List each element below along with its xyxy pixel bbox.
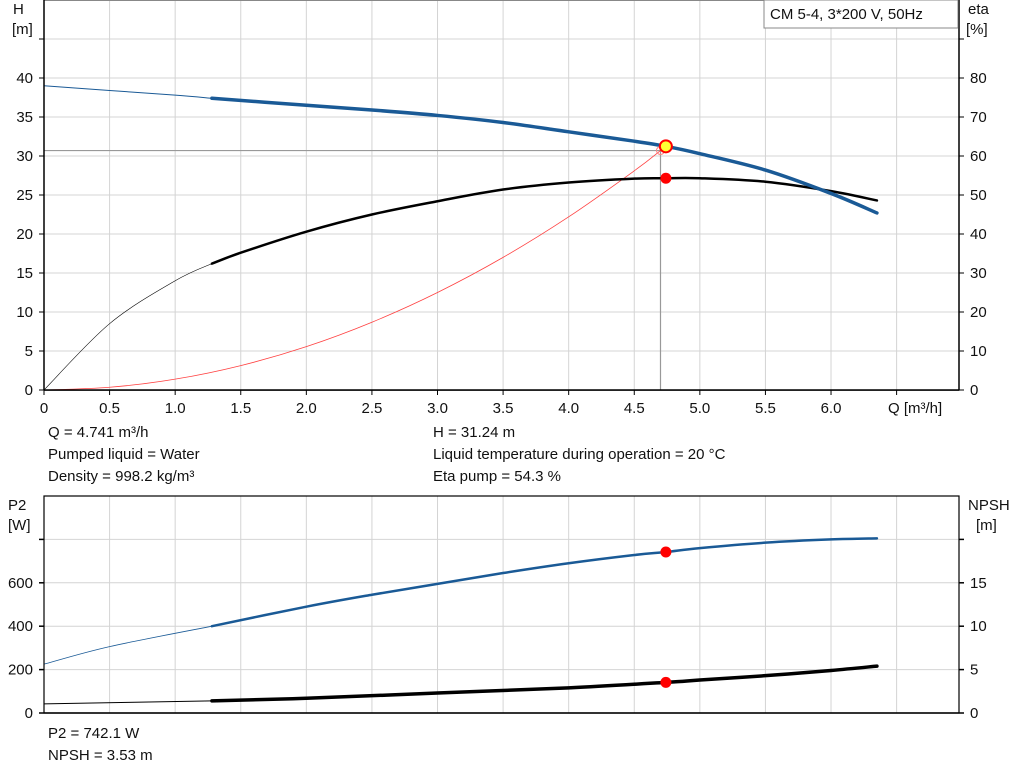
info-eta: Eta pump = 54.3 % bbox=[433, 468, 561, 485]
curves bbox=[43, 85, 879, 705]
info-flow: Q = 4.741 m³/h bbox=[48, 424, 149, 441]
eta-tick-label: 70 bbox=[970, 109, 987, 126]
h-tick-label: 30 bbox=[16, 148, 33, 165]
eta-tick-label: 20 bbox=[970, 304, 987, 321]
h-tick-label: 40 bbox=[16, 70, 33, 87]
eta-axis-title: eta bbox=[968, 1, 990, 18]
p2-tick-label: 400 bbox=[8, 618, 33, 635]
npsh-tick-label: 15 bbox=[970, 575, 987, 592]
bottom-plot-frame bbox=[43, 495, 960, 714]
pump-model-label: CM 5-4, 3*200 V, 50Hz bbox=[770, 6, 923, 23]
npsh-curve bbox=[210, 664, 879, 703]
eta-tick-label: 10 bbox=[970, 343, 987, 360]
eta-tick-label: 50 bbox=[970, 187, 987, 204]
h-tick-label: 25 bbox=[16, 187, 33, 204]
h-tick-label: 35 bbox=[16, 109, 33, 126]
npsh-axis-title: NPSH bbox=[968, 497, 1010, 514]
eta-tick-label: 30 bbox=[970, 265, 987, 282]
x-tick-label: 4.5 bbox=[624, 400, 645, 417]
info-density: Density = 998.2 kg/m³ bbox=[48, 468, 195, 485]
eta-tick-label: 40 bbox=[970, 226, 987, 243]
p2-operating-point bbox=[660, 546, 672, 558]
h-curve bbox=[210, 96, 879, 215]
axes: 0 0.5 1.0 1.5 2.0 2.5 3.0 3.5 4.0 4.5 5.0 5.5 6.0 0 5 1… bbox=[8, 0, 987, 722]
h-tick-label: 10 bbox=[16, 304, 33, 321]
info-p2: P2 = 742.1 W bbox=[48, 725, 140, 742]
p2-curve-extended bbox=[43, 625, 212, 665]
eta-tick-label: 60 bbox=[970, 148, 987, 165]
pump-model-legend: CM 5-4, 3*200 V, 50Hz bbox=[763, 0, 959, 29]
bottom-chart-grid bbox=[44, 496, 959, 713]
h-tick-label: 20 bbox=[16, 226, 33, 243]
system-curve bbox=[43, 150, 661, 391]
x-tick-label: 1.5 bbox=[230, 400, 251, 417]
h-tick-label: 15 bbox=[16, 265, 33, 282]
eta-operating-point bbox=[660, 172, 672, 184]
info-npsh: NPSH = 3.53 m bbox=[48, 747, 153, 764]
npsh-tick-label: 5 bbox=[970, 662, 978, 679]
x-tick-label: 3.5 bbox=[493, 400, 514, 417]
x-tick-label: 0 bbox=[40, 400, 48, 417]
x-tick-label: 1.0 bbox=[165, 400, 186, 417]
x-tick-label: 3.0 bbox=[427, 400, 448, 417]
p2-axis-title: P2 bbox=[8, 497, 26, 514]
npsh-curve-extended bbox=[43, 700, 212, 705]
x-tick-label: 2.5 bbox=[361, 400, 382, 417]
npsh-tick-label: 10 bbox=[970, 618, 987, 635]
eta-tick-label: 80 bbox=[970, 70, 987, 87]
npsh-axis-unit: [m] bbox=[976, 517, 997, 534]
h-tick-label: 0 bbox=[25, 382, 33, 399]
h-operating-point bbox=[658, 139, 673, 154]
p2-tick-label: 200 bbox=[8, 662, 33, 679]
x-tick-label: 2.0 bbox=[296, 400, 317, 417]
x-tick-label: 0.5 bbox=[99, 400, 120, 417]
p2-curve bbox=[210, 537, 879, 628]
info-temperature: Liquid temperature during operation = 20… bbox=[433, 446, 726, 463]
x-tick-label: 4.0 bbox=[558, 400, 579, 417]
p2-tick-label: 0 bbox=[25, 705, 33, 722]
npsh-tick-label: 0 bbox=[970, 705, 978, 722]
x-tick-label: 5.5 bbox=[755, 400, 776, 417]
h-tick-label: 5 bbox=[25, 343, 33, 360]
eta-axis-unit: [%] bbox=[966, 21, 988, 38]
eta-curve bbox=[210, 176, 879, 265]
x-tick-label: 5.0 bbox=[689, 400, 710, 417]
h-curve-extended bbox=[43, 85, 212, 99]
eta-curve-extended bbox=[43, 263, 213, 391]
q-axis-label: Q [m³/h] bbox=[888, 400, 942, 417]
h-axis-unit: [m] bbox=[12, 21, 33, 38]
info-liquid: Pumped liquid = Water bbox=[48, 446, 200, 463]
npsh-operating-point bbox=[660, 676, 672, 688]
eta-tick-label: 0 bbox=[970, 382, 978, 399]
x-tick-label: 6.0 bbox=[821, 400, 842, 417]
top-chart-grid bbox=[44, 0, 959, 390]
info-head: H = 31.24 m bbox=[433, 424, 516, 441]
h-axis-title: H bbox=[13, 1, 24, 18]
p2-axis-unit: [W] bbox=[8, 517, 31, 534]
p2-tick-label: 600 bbox=[8, 575, 33, 592]
